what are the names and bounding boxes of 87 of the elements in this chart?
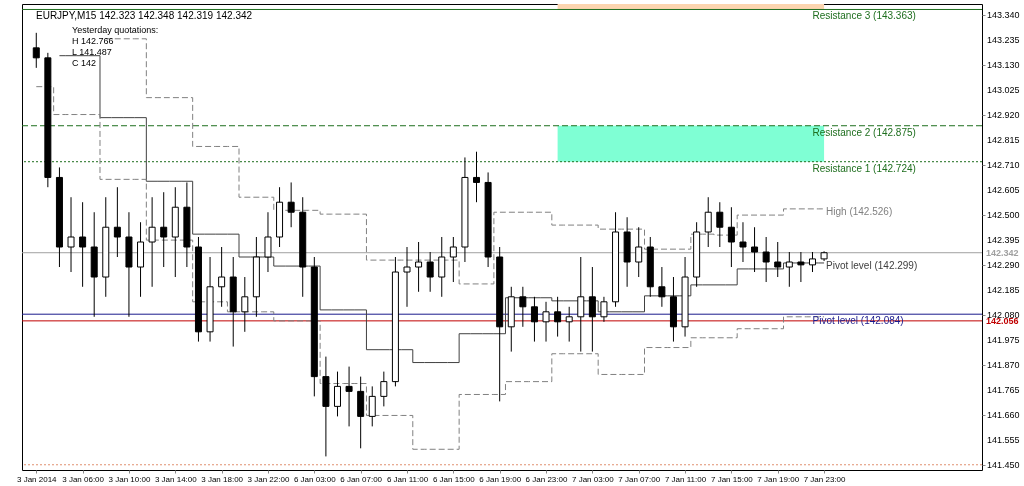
x-tick-label: 7 Jan 19:00 <box>757 474 800 484</box>
ref-line-label: Resistance 3 (143.363) <box>812 10 916 22</box>
x-tick-label: 3 Jan 18:00 <box>201 474 244 484</box>
y-tick-label: 142.290 <box>987 260 1020 271</box>
candlestick <box>264 211 272 273</box>
x-tick-label: 3 Jan 14:00 <box>154 474 198 484</box>
y-tick-label: 142.500 <box>987 210 1020 221</box>
candlestick <box>32 32 40 69</box>
series-label: High (142.526) <box>826 205 893 217</box>
y-tick-label: 142.920 <box>987 110 1020 121</box>
x-tick-label: 7 Jan 03:00 <box>571 474 615 484</box>
ref-line-label: Resistance 1 (142.724) <box>812 162 916 174</box>
x-tick-label: 3 Jan 10:00 <box>108 474 151 484</box>
candlestick <box>751 226 759 273</box>
y-tick-label: 141.555 <box>987 435 1020 446</box>
y-tick-label: 143.130 <box>987 59 1020 70</box>
candlestick <box>577 256 585 353</box>
x-tick-label: 6 Jan 07:00 <box>340 474 383 484</box>
candlestick <box>160 191 168 268</box>
ref-line-label: Resistance 2 (142.875) <box>812 126 916 138</box>
y-tick-label: 142.605 <box>987 185 1020 196</box>
candlestick <box>808 251 816 273</box>
candlestick <box>415 241 423 293</box>
x-tick-label: 3 Jan 2014 <box>16 474 58 484</box>
x-tick-label: 7 Jan 11:00 <box>664 474 707 484</box>
candlestick <box>426 251 434 293</box>
annotation: Yesterday quotations: <box>72 25 159 35</box>
candlestick <box>785 251 793 288</box>
y-tick-label: 141.660 <box>987 410 1020 421</box>
candlestick <box>600 296 608 323</box>
x-tick-label: 6 Jan 15:00 <box>432 474 476 484</box>
candlestick <box>774 241 782 278</box>
x-tick-label: 7 Jan 15:00 <box>710 474 754 484</box>
candlestick <box>554 296 562 338</box>
x-tick-label: 6 Jan 11:00 <box>386 474 429 484</box>
candlestick <box>113 186 121 258</box>
candlestick <box>79 201 87 288</box>
series-label: Pivot level (142.299) <box>826 259 918 271</box>
y-tick-label: 143.025 <box>987 85 1020 96</box>
candlestick <box>449 236 457 283</box>
candlestick <box>380 371 388 407</box>
candlestick <box>797 251 805 283</box>
candlestick <box>218 246 226 308</box>
y-tick-label: 141.870 <box>987 360 1020 371</box>
y-tick-label: 142.185 <box>987 285 1020 296</box>
candlestick <box>635 226 643 278</box>
y-tick-label: 141.975 <box>987 335 1020 346</box>
y-tick-label: 143.235 <box>987 34 1020 45</box>
y-tick-label: 141.450 <box>987 460 1020 471</box>
candlestick <box>368 385 376 427</box>
candlestick <box>345 366 353 427</box>
candlestick <box>530 296 538 343</box>
candlestick <box>704 196 712 248</box>
ref-line-label: 142.342 <box>986 247 1019 258</box>
x-tick-label: 7 Jan 23:00 <box>803 474 847 484</box>
y-tick-label: 143.340 <box>987 9 1020 20</box>
x-tick-label: 3 Jan 22:00 <box>247 474 290 484</box>
annotation: H 142.766 <box>72 36 114 46</box>
candlestick <box>241 276 249 333</box>
annotation: C 142 <box>72 58 97 68</box>
candlestick <box>588 266 596 353</box>
candlestick <box>565 306 573 343</box>
y-tick-label: 141.765 <box>987 385 1020 396</box>
annotation: L 141.487 <box>72 47 112 57</box>
candlestick <box>403 246 411 308</box>
candlestick <box>542 301 550 343</box>
candlestick <box>658 266 666 308</box>
candlestick <box>473 151 481 203</box>
candlestick <box>762 236 770 283</box>
x-tick-label: 6 Jan 19:00 <box>479 474 522 484</box>
y-tick-label: 142.815 <box>987 135 1020 146</box>
candlestick <box>67 196 75 273</box>
candlestick <box>148 196 156 288</box>
x-tick-label: 7 Jan 07:00 <box>618 474 661 484</box>
y-tick-label: 142.710 <box>987 160 1020 171</box>
text: EURJPY,M15 142.323 142.348 142.319 142.342 <box>36 10 253 21</box>
x-tick-label: 3 Jan 06:00 <box>62 474 105 484</box>
candlestick <box>739 221 747 263</box>
candlestick <box>287 181 295 228</box>
y-tick-label: 142.395 <box>987 235 1020 246</box>
candlestick <box>716 201 724 248</box>
candlestick <box>438 236 446 298</box>
x-tick-label: 6 Jan 03:00 <box>293 474 337 484</box>
candlestick <box>727 206 735 268</box>
candlestick <box>519 286 527 328</box>
x-tick-label: 6 Jan 23:00 <box>525 474 568 484</box>
candlestick <box>333 371 341 417</box>
